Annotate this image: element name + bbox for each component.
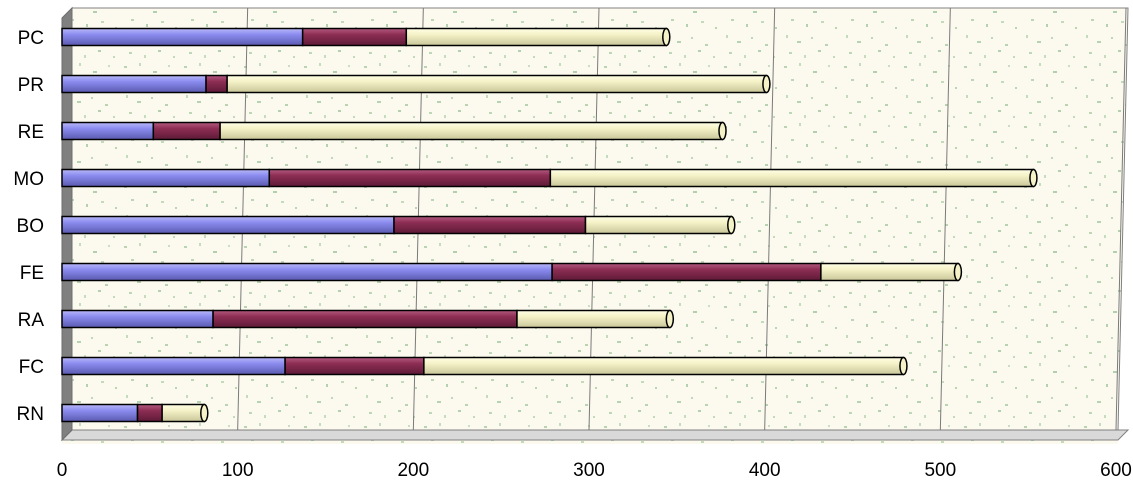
bar-segment xyxy=(61,403,139,423)
bar-segment xyxy=(516,309,671,329)
bar-end-cap xyxy=(899,356,908,376)
bars xyxy=(61,27,1038,423)
bar-segment xyxy=(161,403,206,423)
bar-end-cap xyxy=(662,27,671,47)
bar-segment xyxy=(284,356,425,376)
bar-segment xyxy=(219,121,724,141)
bar-end-cap xyxy=(718,121,727,141)
y-tick-label: RN xyxy=(17,404,44,425)
bar-end-cap xyxy=(727,215,736,235)
bar-end-cap xyxy=(665,309,675,329)
x-tick-label: 100 xyxy=(222,460,254,481)
bar-segment xyxy=(212,309,518,329)
y-tick-label: RA xyxy=(18,310,45,331)
gridline xyxy=(1115,7,1127,431)
bar-segment xyxy=(61,215,395,235)
y-tick-label: BO xyxy=(17,216,44,237)
x-tick-label: 200 xyxy=(397,460,429,481)
bar-segment xyxy=(393,215,587,235)
bar-segment xyxy=(136,403,163,423)
y-tick-label: PC xyxy=(18,28,44,49)
bar-segment xyxy=(61,168,271,188)
bar-segment xyxy=(549,168,1035,188)
bar-segment xyxy=(226,74,768,94)
plot-floor xyxy=(60,429,1130,441)
bar-segment xyxy=(61,121,155,141)
bar-segment xyxy=(152,121,221,141)
x-tick-label: 400 xyxy=(749,460,781,481)
bar-segment xyxy=(820,262,959,282)
bar-segment xyxy=(301,27,408,47)
x-axis-labels: 0 100 200 300 400 500 600 xyxy=(57,460,1132,481)
bar-segment xyxy=(551,262,822,282)
bar-segment xyxy=(61,27,304,47)
bar-end-cap xyxy=(762,74,771,94)
y-tick-label: PR xyxy=(18,75,44,96)
bar-segment xyxy=(61,356,286,376)
x-tick-label: 500 xyxy=(924,460,956,481)
bar-end-cap xyxy=(200,403,209,423)
bar-segment xyxy=(61,262,553,282)
x-tick-label: 300 xyxy=(573,460,605,481)
bar-segment xyxy=(405,27,668,47)
x-tick-label: 0 xyxy=(57,460,68,481)
bar-segment xyxy=(61,309,214,329)
bar-segment xyxy=(268,168,552,188)
y-tick-label: FC xyxy=(19,357,44,378)
gridline xyxy=(939,7,951,431)
y-tick-label: RE xyxy=(18,122,44,143)
bar-end-cap xyxy=(1029,168,1038,188)
x-tick-label: 600 xyxy=(1100,460,1132,481)
bar-segment xyxy=(205,74,228,94)
bar-end-cap xyxy=(953,262,963,282)
y-tick-label: FE xyxy=(20,263,44,284)
y-axis-labels: PC PR RE MO BO FE RA FC RN xyxy=(13,28,44,425)
y-tick-label: MO xyxy=(13,169,44,190)
bar-segment xyxy=(61,74,207,94)
bar-segment xyxy=(584,215,733,235)
bar-segment xyxy=(423,356,905,376)
